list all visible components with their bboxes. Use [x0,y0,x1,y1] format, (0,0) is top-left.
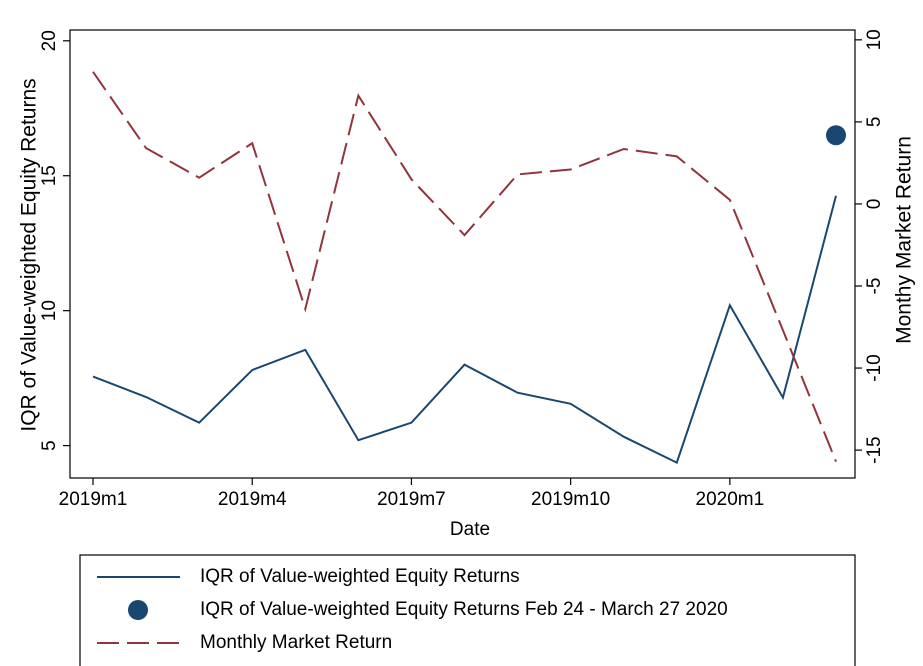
y2-tick-label: 0 [864,199,885,210]
x-axis-title: Date [450,519,490,540]
y2-axis-title: Monthy Market Return [893,136,916,344]
y2-tick-label: 5 [864,117,885,128]
legend-label: IQR of Value-weighted Equity Returns Feb… [200,599,728,620]
x-tick-label: 2019m4 [218,489,287,510]
y2-tick-label: -10 [864,354,885,381]
y2-tick-label: 10 [864,29,885,50]
legend-marker [128,600,148,620]
y-tick-label: 20 [39,30,60,51]
series-line [92,195,837,465]
y-axis-title: IQR of Value-weighted Equity Returns [18,78,41,431]
x-tick-label: 2020m1 [696,489,765,510]
y2-tick-label: -5 [864,278,885,295]
x-tick-label: 2019m10 [531,489,610,510]
plot-frame [69,29,856,479]
y-tick-label: 10 [39,300,60,321]
series-line [92,71,837,462]
x-tick-label: 2019m1 [59,489,128,510]
legend-label: IQR of Value-weighted Equity Returns [200,566,520,587]
y-tick-label: 15 [39,165,60,186]
y-tick-label: 5 [39,440,60,451]
y2-tick-label: -15 [864,436,885,463]
marker [826,125,846,146]
x-tick-label: 2019m7 [377,489,446,510]
legend-label: Monthly Market Return [200,632,392,653]
legend-box [79,554,856,666]
